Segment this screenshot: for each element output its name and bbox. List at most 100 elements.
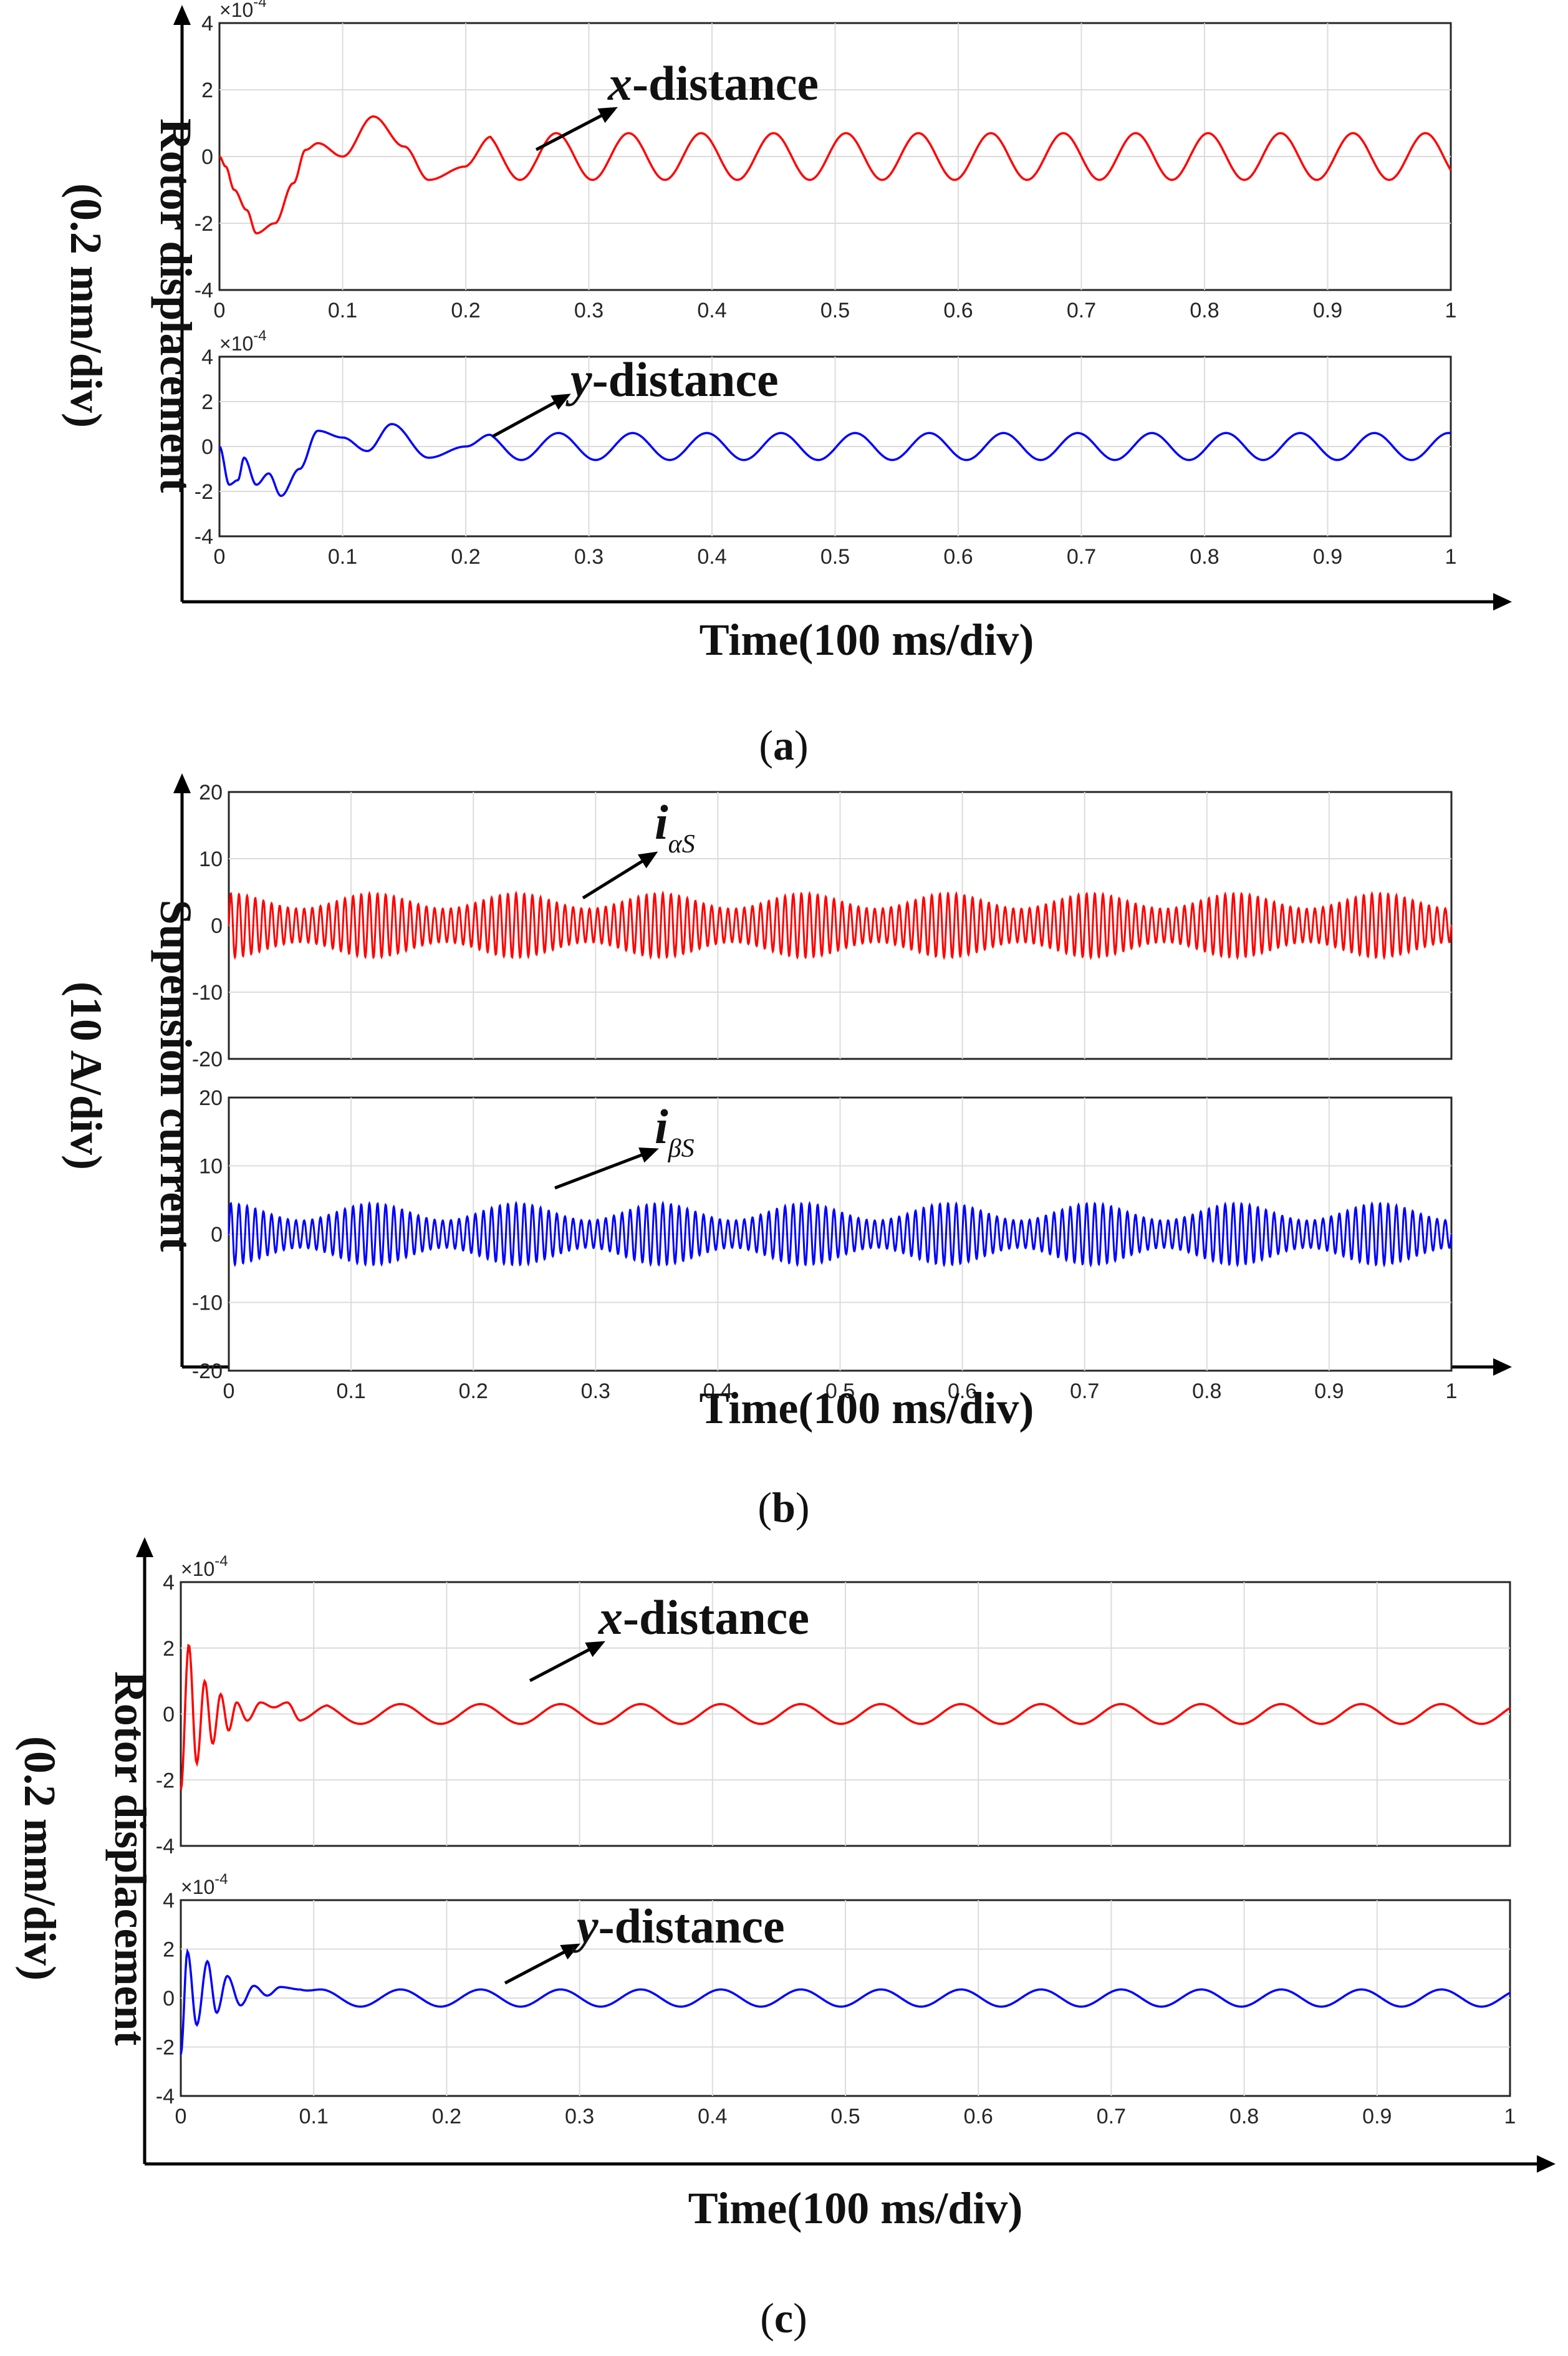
annotation-arrow xyxy=(582,851,658,900)
y-tick-label: 20 xyxy=(199,1086,223,1110)
x-tick-label: 0.8 xyxy=(1192,1379,1221,1403)
y-tick-label: 2 xyxy=(163,1637,175,1661)
y-tick-label: 0 xyxy=(211,1223,223,1247)
series-line xyxy=(228,1200,1453,1268)
x-tick-label: 0.9 xyxy=(1313,545,1342,569)
y-tick-label: -4 xyxy=(156,1835,175,1858)
figure-a: Rotor displacement (0.2 mm/div) 420-2-40… xyxy=(61,0,1512,769)
y-tick-label: -2 xyxy=(195,480,213,504)
series-line xyxy=(218,423,1451,497)
x-tick-label: 0.5 xyxy=(820,545,850,569)
x-tick-label: 1 xyxy=(1445,545,1457,569)
series-annotation-label: x-distance xyxy=(598,1590,809,1644)
x-tick-label: 0.1 xyxy=(336,1379,365,1403)
panel-a-y-distance: 420-2-40 0.1 0.2 0.3 0.4 0.5 0.6 0.7 0.8 0.9 1×10-… xyxy=(195,327,1457,569)
figure-b-caption: (b) xyxy=(758,1484,809,1531)
figure-b: Supension current (10 A/div) 20 10 0 -10 -20… xyxy=(61,773,1512,1531)
x-tick-label: 0.1 xyxy=(328,299,357,322)
x-tick-label: 0.4 xyxy=(697,299,726,322)
series-line xyxy=(228,890,1453,961)
x-tick-label: 0.7 xyxy=(1097,2105,1126,2128)
x-tick-label: 0.7 xyxy=(1067,545,1096,569)
y-tick-label: 0 xyxy=(163,1987,175,2011)
y-tick-label: 0 xyxy=(163,1703,175,1727)
x-tick-label: 0 xyxy=(214,299,226,322)
x-tick-label: 0.6 xyxy=(943,299,973,322)
x-tick-label: 0.6 xyxy=(943,545,973,569)
panel-b-i-alpha-s: 20 10 0 -10 -20 iαS xyxy=(192,781,1453,1071)
series-annotation-label: x-distance xyxy=(607,56,819,110)
panel-a-x-distance: 420-2-40 0.1 0.2 0.3 0.4 0.5 0.6 0.7 0.8 0.9 1×10-… xyxy=(195,0,1457,322)
figure-a-ylabel-line2: (0.2 mm/div) xyxy=(61,183,111,428)
y-tick-label: -4 xyxy=(156,2085,175,2108)
x-tick-label: 0.4 xyxy=(697,545,726,569)
figure-b-xlabel: Time(100 ms/div) xyxy=(700,1383,1034,1433)
y-tick-label: 4 xyxy=(201,12,213,36)
y-tick-label: -2 xyxy=(195,212,213,236)
x-tick-label: 0.1 xyxy=(299,2105,329,2128)
x-tick-label: 0 xyxy=(223,1379,235,1403)
x-tick-label: 0.5 xyxy=(820,299,850,322)
x-tick-label: 0.2 xyxy=(451,545,480,569)
figure-c-caption: (c) xyxy=(760,2294,807,2342)
y-tick-label: 0 xyxy=(211,914,223,938)
figure-b-ylabel-line2: (10 A/div) xyxy=(61,982,111,1170)
panel-c-y-distance: 420-2-40 0.1 0.2 0.3 0.4 0.5 0.6 0.7 0.8 0.9 1×10-… xyxy=(156,1871,1516,2128)
x-tick-label: 0.8 xyxy=(1190,545,1219,569)
y-tick-label: 10 xyxy=(199,1155,223,1179)
figure-c-outer-axes xyxy=(136,1537,1556,2173)
y-tick-label: 4 xyxy=(163,1571,175,1595)
y-tick-label: -4 xyxy=(195,525,213,549)
y-tick-label: 2 xyxy=(201,390,213,414)
annotation-arrow xyxy=(504,1943,580,1985)
y-tick-label: 10 xyxy=(199,847,223,871)
panel-c-x-distance: 4 2 0 -2 -4 ×10-4 x-distance xyxy=(156,1553,1511,1858)
figure-c-ylabel-line1: Rotor displacement xyxy=(105,1671,155,2046)
y-tick-label: -20 xyxy=(192,1048,223,1071)
figure-c: Rotor displacement (0.2 mm/div) 4 2 0 -2 -4 ×… xyxy=(15,1537,1556,2342)
y-tick-label: 20 xyxy=(199,781,223,804)
x-tick-label: 1 xyxy=(1445,299,1457,322)
series-line xyxy=(219,115,1452,234)
figure-a-outer-axes xyxy=(173,5,1512,611)
y-tick-label: 2 xyxy=(201,79,213,102)
axis-multiplier: ×10-4 xyxy=(219,0,267,21)
series-annotation-label: iβS xyxy=(655,1099,695,1163)
x-tick-label: 0.3 xyxy=(565,2105,594,2128)
axis-multiplier: ×10-4 xyxy=(181,1871,228,1898)
figure-c-ylabel-line2: (0.2 mm/div) xyxy=(15,1736,65,1981)
x-tick-label: 0.8 xyxy=(1190,299,1219,322)
figure-a-xlabel: Time(100 ms/div) xyxy=(700,615,1034,665)
x-tick-label: 0.1 xyxy=(328,545,357,569)
annotation-arrow xyxy=(491,393,571,438)
figure-a-ylabel-line1: Rotor displacement xyxy=(151,118,201,493)
axis-multiplier: ×10-4 xyxy=(181,1553,228,1580)
x-tick-label: 0.9 xyxy=(1362,2105,1392,2128)
figure-c-xlabel: Time(100 ms/div) xyxy=(688,2183,1023,2233)
y-tick-label: -10 xyxy=(192,981,223,1005)
x-tick-label: 0 xyxy=(175,2105,187,2128)
x-tick-label: 0.2 xyxy=(459,1379,488,1403)
y-tick-label: -10 xyxy=(192,1291,223,1315)
x-tick-label: 0.6 xyxy=(948,1379,977,1403)
x-tick-label: 0.3 xyxy=(574,545,604,569)
x-tick-label: 0.3 xyxy=(581,1379,610,1403)
x-tick-label: 0.6 xyxy=(964,2105,993,2128)
x-tick-label: 0.2 xyxy=(432,2105,461,2128)
x-tick-label: 0.2 xyxy=(451,299,480,322)
annotation-arrow xyxy=(529,1641,605,1683)
axis-multiplier: ×10-4 xyxy=(219,327,267,355)
x-tick-label: 0.9 xyxy=(1314,1379,1344,1403)
x-tick-label: 0.7 xyxy=(1070,1379,1099,1403)
y-tick-label: 4 xyxy=(201,345,213,369)
series-annotation-label: y-distance xyxy=(565,352,779,407)
x-tick-label: 0.5 xyxy=(825,1379,855,1403)
x-tick-label: 0.4 xyxy=(703,1379,733,1403)
figure-b-ylabel-line1: Supension current xyxy=(151,900,201,1252)
x-tick-label: 0.8 xyxy=(1229,2105,1259,2128)
y-tick-label: 2 xyxy=(163,1938,175,1962)
x-tick-label: 0 xyxy=(214,545,226,569)
x-tick-label: 1 xyxy=(1504,2105,1516,2128)
